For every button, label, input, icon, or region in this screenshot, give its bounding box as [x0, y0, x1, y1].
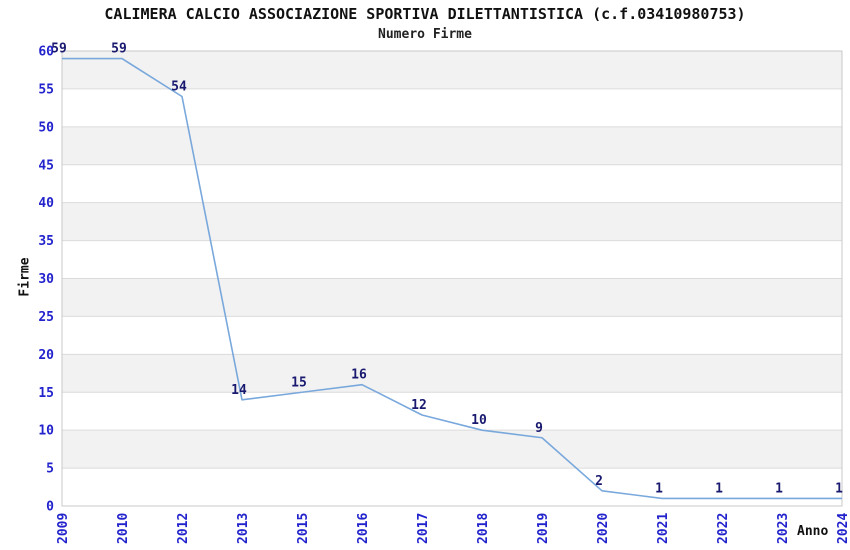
data-point-label: 14 [231, 383, 247, 398]
data-point-label: 1 [775, 481, 783, 496]
y-axis-title: Firme [17, 257, 33, 297]
x-tick-label: 2012 [176, 513, 191, 544]
y-tick-label: 55 [38, 82, 54, 97]
x-tick-label: 2010 [116, 513, 131, 544]
x-tick-label: 2018 [476, 513, 491, 544]
x-tick-label: 2019 [536, 513, 551, 544]
data-point-label: 16 [351, 368, 367, 383]
x-tick-label: 2024 [836, 513, 850, 544]
data-point-label: 12 [411, 398, 427, 413]
y-tick-label: 5 [46, 462, 54, 477]
x-tick-label: 2009 [56, 513, 71, 544]
x-tick-label: 2020 [596, 513, 611, 544]
plot-band [62, 278, 842, 317]
x-tick-label: 2017 [416, 513, 431, 544]
y-tick-label: 60 [38, 45, 54, 60]
y-tick-label: 20 [38, 348, 54, 363]
data-point-label: 59 [111, 42, 127, 57]
y-tick-label: 30 [38, 272, 54, 287]
data-point-label: 2 [595, 474, 603, 489]
x-axis-title: Anno [797, 524, 829, 539]
data-line [62, 57, 842, 500]
y-tick-label: 0 [46, 500, 54, 515]
x-tick-label: 2013 [236, 513, 251, 544]
data-point-label: 59 [51, 42, 67, 57]
data-point-label: 9 [535, 421, 543, 436]
data-point-label: 1 [835, 481, 843, 496]
chart-title: CALIMERA CALCIO ASSOCIAZIONE SPORTIVA DI… [104, 5, 746, 23]
data-point-label: 54 [171, 80, 187, 95]
y-tick-label: 25 [38, 310, 54, 325]
y-tick-label: 10 [38, 424, 54, 439]
plot-border [61, 50, 843, 507]
y-tick-label: 45 [38, 158, 54, 173]
plot-band [62, 354, 842, 393]
x-tick-label: 2022 [716, 513, 731, 544]
plot-band [62, 126, 842, 165]
x-tick-label: 2016 [356, 513, 371, 544]
x-tick-label: 2023 [776, 513, 791, 544]
data-point-label: 15 [291, 375, 307, 390]
data-point-label: 1 [655, 481, 663, 496]
x-tick-label: 2015 [296, 513, 311, 544]
chart-subtitle: Numero Firme [378, 27, 472, 42]
data-point-label: 1 [715, 481, 723, 496]
plot-band [62, 430, 842, 469]
y-tick-label: 50 [38, 120, 54, 135]
plot-band [62, 51, 842, 89]
y-tick-label: 35 [38, 234, 54, 249]
data-point-label: 10 [471, 413, 487, 428]
y-tick-label: 40 [38, 196, 54, 211]
y-tick-label: 15 [38, 386, 54, 401]
plot-band [62, 202, 842, 241]
x-tick-label: 2021 [656, 513, 671, 544]
